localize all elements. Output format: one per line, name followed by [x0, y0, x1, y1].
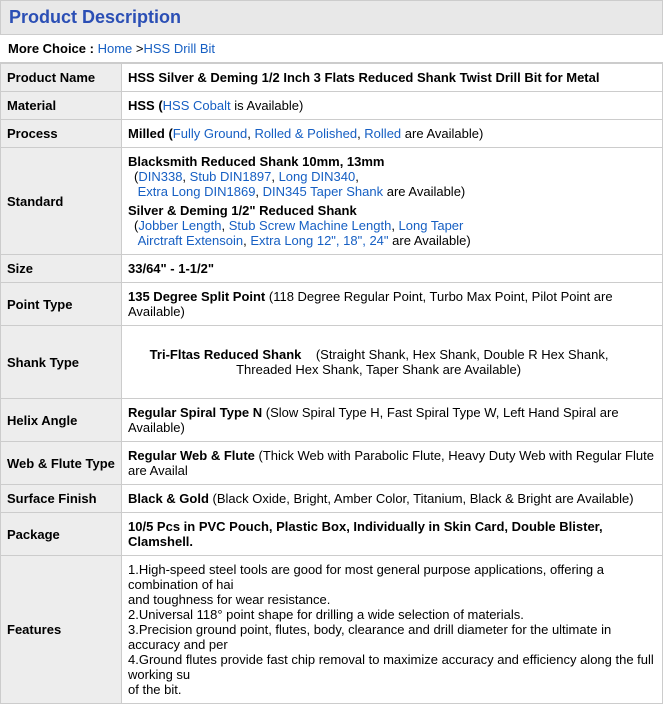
label-point-type: Point Type	[1, 283, 122, 326]
value-process: Milled (Fully Ground, Rolled & Polished,…	[122, 120, 663, 148]
table-row: Point Type 135 Degree Split Point (118 D…	[1, 283, 663, 326]
table-row: Size 33/64" - 1-1/2"	[1, 255, 663, 283]
label-shank-type: Shank Type	[1, 326, 122, 399]
label-standard: Standard	[1, 148, 122, 255]
feature-line-2: and toughness for wear resistance.	[128, 592, 656, 607]
label-helix-angle: Helix Angle	[1, 399, 122, 442]
label-package: Package	[1, 513, 122, 556]
shank-type-bold: Tri-Fltas Reduced Shank	[150, 347, 302, 362]
feature-line-4: 3.Precision ground point, flutes, body, …	[128, 622, 656, 652]
process-link-1[interactable]: Fully Ground	[173, 126, 247, 141]
helix-bold: Regular Spiral Type N	[128, 405, 262, 420]
standard-line-1: Blacksmith Reduced Shank 10mm, 13mm (DIN…	[128, 154, 656, 199]
breadcrumb: More Choice : Home >HSS Drill Bit	[0, 35, 663, 63]
breadcrumb-home-link[interactable]: Home	[98, 41, 133, 56]
table-row: Shank Type Tri-Fltas Reduced Shank (Stra…	[1, 326, 663, 399]
standard-link-din338[interactable]: DIN338	[138, 169, 182, 184]
standard-row2-prefix: Silver & Deming 1/2" Reduced Shank	[128, 203, 357, 218]
value-web-flute: Regular Web & Flute (Thick Web with Para…	[122, 442, 663, 485]
value-package: 10/5 Pcs in PVC Pouch, Plastic Box, Indi…	[122, 513, 663, 556]
value-helix-angle: Regular Spiral Type N (Slow Spiral Type …	[122, 399, 663, 442]
feature-line-3: 2.Universal 118° point shape for drillin…	[128, 607, 656, 622]
table-row: Process Milled (Fully Ground, Rolled & P…	[1, 120, 663, 148]
label-surface-finish: Surface Finish	[1, 485, 122, 513]
standard-link-din340[interactable]: Long DIN340	[279, 169, 356, 184]
label-material: Material	[1, 92, 122, 120]
value-size: 33/64" - 1-1/2"	[122, 255, 663, 283]
value-product-name: HSS Silver & Deming 1/2 Inch 3 Flats Red…	[122, 64, 663, 92]
standard-link-aircraft[interactable]: Airctraft Extensoin	[138, 233, 244, 248]
process-link-2[interactable]: Rolled & Polished	[254, 126, 357, 141]
feature-line-5: 4.Ground flutes provide fast chip remova…	[128, 652, 656, 682]
value-features: 1.High-speed steel tools are good for mo…	[122, 556, 663, 704]
standard-row1-links: (DIN338, Stub DIN1897, Long DIN340, Extr…	[134, 169, 465, 199]
label-features: Features	[1, 556, 122, 704]
standard-link-extralong[interactable]: Extra Long 12", 18", 24"	[250, 233, 388, 248]
section-title: Product Description	[0, 0, 663, 35]
standard-link-din1869[interactable]: Extra Long DIN1869	[138, 184, 256, 199]
shank-type-line2: Threaded Hex Shank, Taper Shank are Avai…	[128, 362, 521, 377]
process-suffix: are Available)	[401, 126, 483, 141]
feature-line-1: 1.High-speed steel tools are good for mo…	[128, 562, 656, 592]
more-choice-label: More Choice :	[8, 41, 94, 56]
standard-row2-tail: are Available)	[389, 233, 471, 248]
standard-row1-prefix: Blacksmith Reduced Shank 10mm, 13mm	[128, 154, 385, 169]
material-prefix: HSS (	[128, 98, 163, 113]
material-suffix: is Available)	[231, 98, 304, 113]
table-row: Material HSS (HSS Cobalt is Available)	[1, 92, 663, 120]
table-row: Standard Blacksmith Reduced Shank 10mm, …	[1, 148, 663, 255]
standard-link-din1897[interactable]: Stub DIN1897	[190, 169, 272, 184]
table-row: Product Name HSS Silver & Deming 1/2 Inc…	[1, 64, 663, 92]
process-prefix: Milled (	[128, 126, 173, 141]
standard-link-jobber[interactable]: Jobber Length	[138, 218, 221, 233]
value-shank-type: Tri-Fltas Reduced Shank (Straight Shank,…	[122, 326, 663, 399]
standard-line-2: Silver & Deming 1/2" Reduced Shank (Jobb…	[128, 203, 656, 248]
standard-link-din345[interactable]: DIN345 Taper Shank	[263, 184, 383, 199]
material-link[interactable]: HSS Cobalt	[163, 98, 231, 113]
table-row: Features 1.High-speed steel tools are go…	[1, 556, 663, 704]
value-standard: Blacksmith Reduced Shank 10mm, 13mm (DIN…	[122, 148, 663, 255]
process-link-3[interactable]: Rolled	[364, 126, 401, 141]
table-row: Helix Angle Regular Spiral Type N (Slow …	[1, 399, 663, 442]
web-flute-bold: Regular Web & Flute	[128, 448, 255, 463]
breadcrumb-link[interactable]: HSS Drill Bit	[144, 41, 216, 56]
surface-rest: (Black Oxide, Bright, Amber Color, Titan…	[209, 491, 634, 506]
surface-bold: Black & Gold	[128, 491, 209, 506]
value-surface-finish: Black & Gold (Black Oxide, Bright, Amber…	[122, 485, 663, 513]
label-process: Process	[1, 120, 122, 148]
standard-link-stubscrew[interactable]: Stub Screw Machine Length	[229, 218, 392, 233]
shank-type-line1: (Straight Shank, Hex Shank, Double R Hex…	[301, 347, 608, 362]
breadcrumb-sep: >	[132, 41, 143, 56]
table-row: Package 10/5 Pcs in PVC Pouch, Plastic B…	[1, 513, 663, 556]
value-point-type: 135 Degree Split Point (118 Degree Regul…	[122, 283, 663, 326]
table-row: Surface Finish Black & Gold (Black Oxide…	[1, 485, 663, 513]
standard-row1-tail: are Available)	[383, 184, 465, 199]
table-row: Web & Flute Type Regular Web & Flute (Th…	[1, 442, 663, 485]
standard-link-longtaper[interactable]: Long Taper	[399, 218, 464, 233]
spec-table: Product Name HSS Silver & Deming 1/2 Inc…	[0, 63, 663, 704]
label-size: Size	[1, 255, 122, 283]
label-product-name: Product Name	[1, 64, 122, 92]
value-material: HSS (HSS Cobalt is Available)	[122, 92, 663, 120]
label-web-flute: Web & Flute Type	[1, 442, 122, 485]
standard-row2-links: (Jobber Length, Stub Screw Machine Lengt…	[134, 218, 471, 248]
point-type-bold: 135 Degree Split Point	[128, 289, 265, 304]
feature-line-6: of the bit.	[128, 682, 656, 697]
